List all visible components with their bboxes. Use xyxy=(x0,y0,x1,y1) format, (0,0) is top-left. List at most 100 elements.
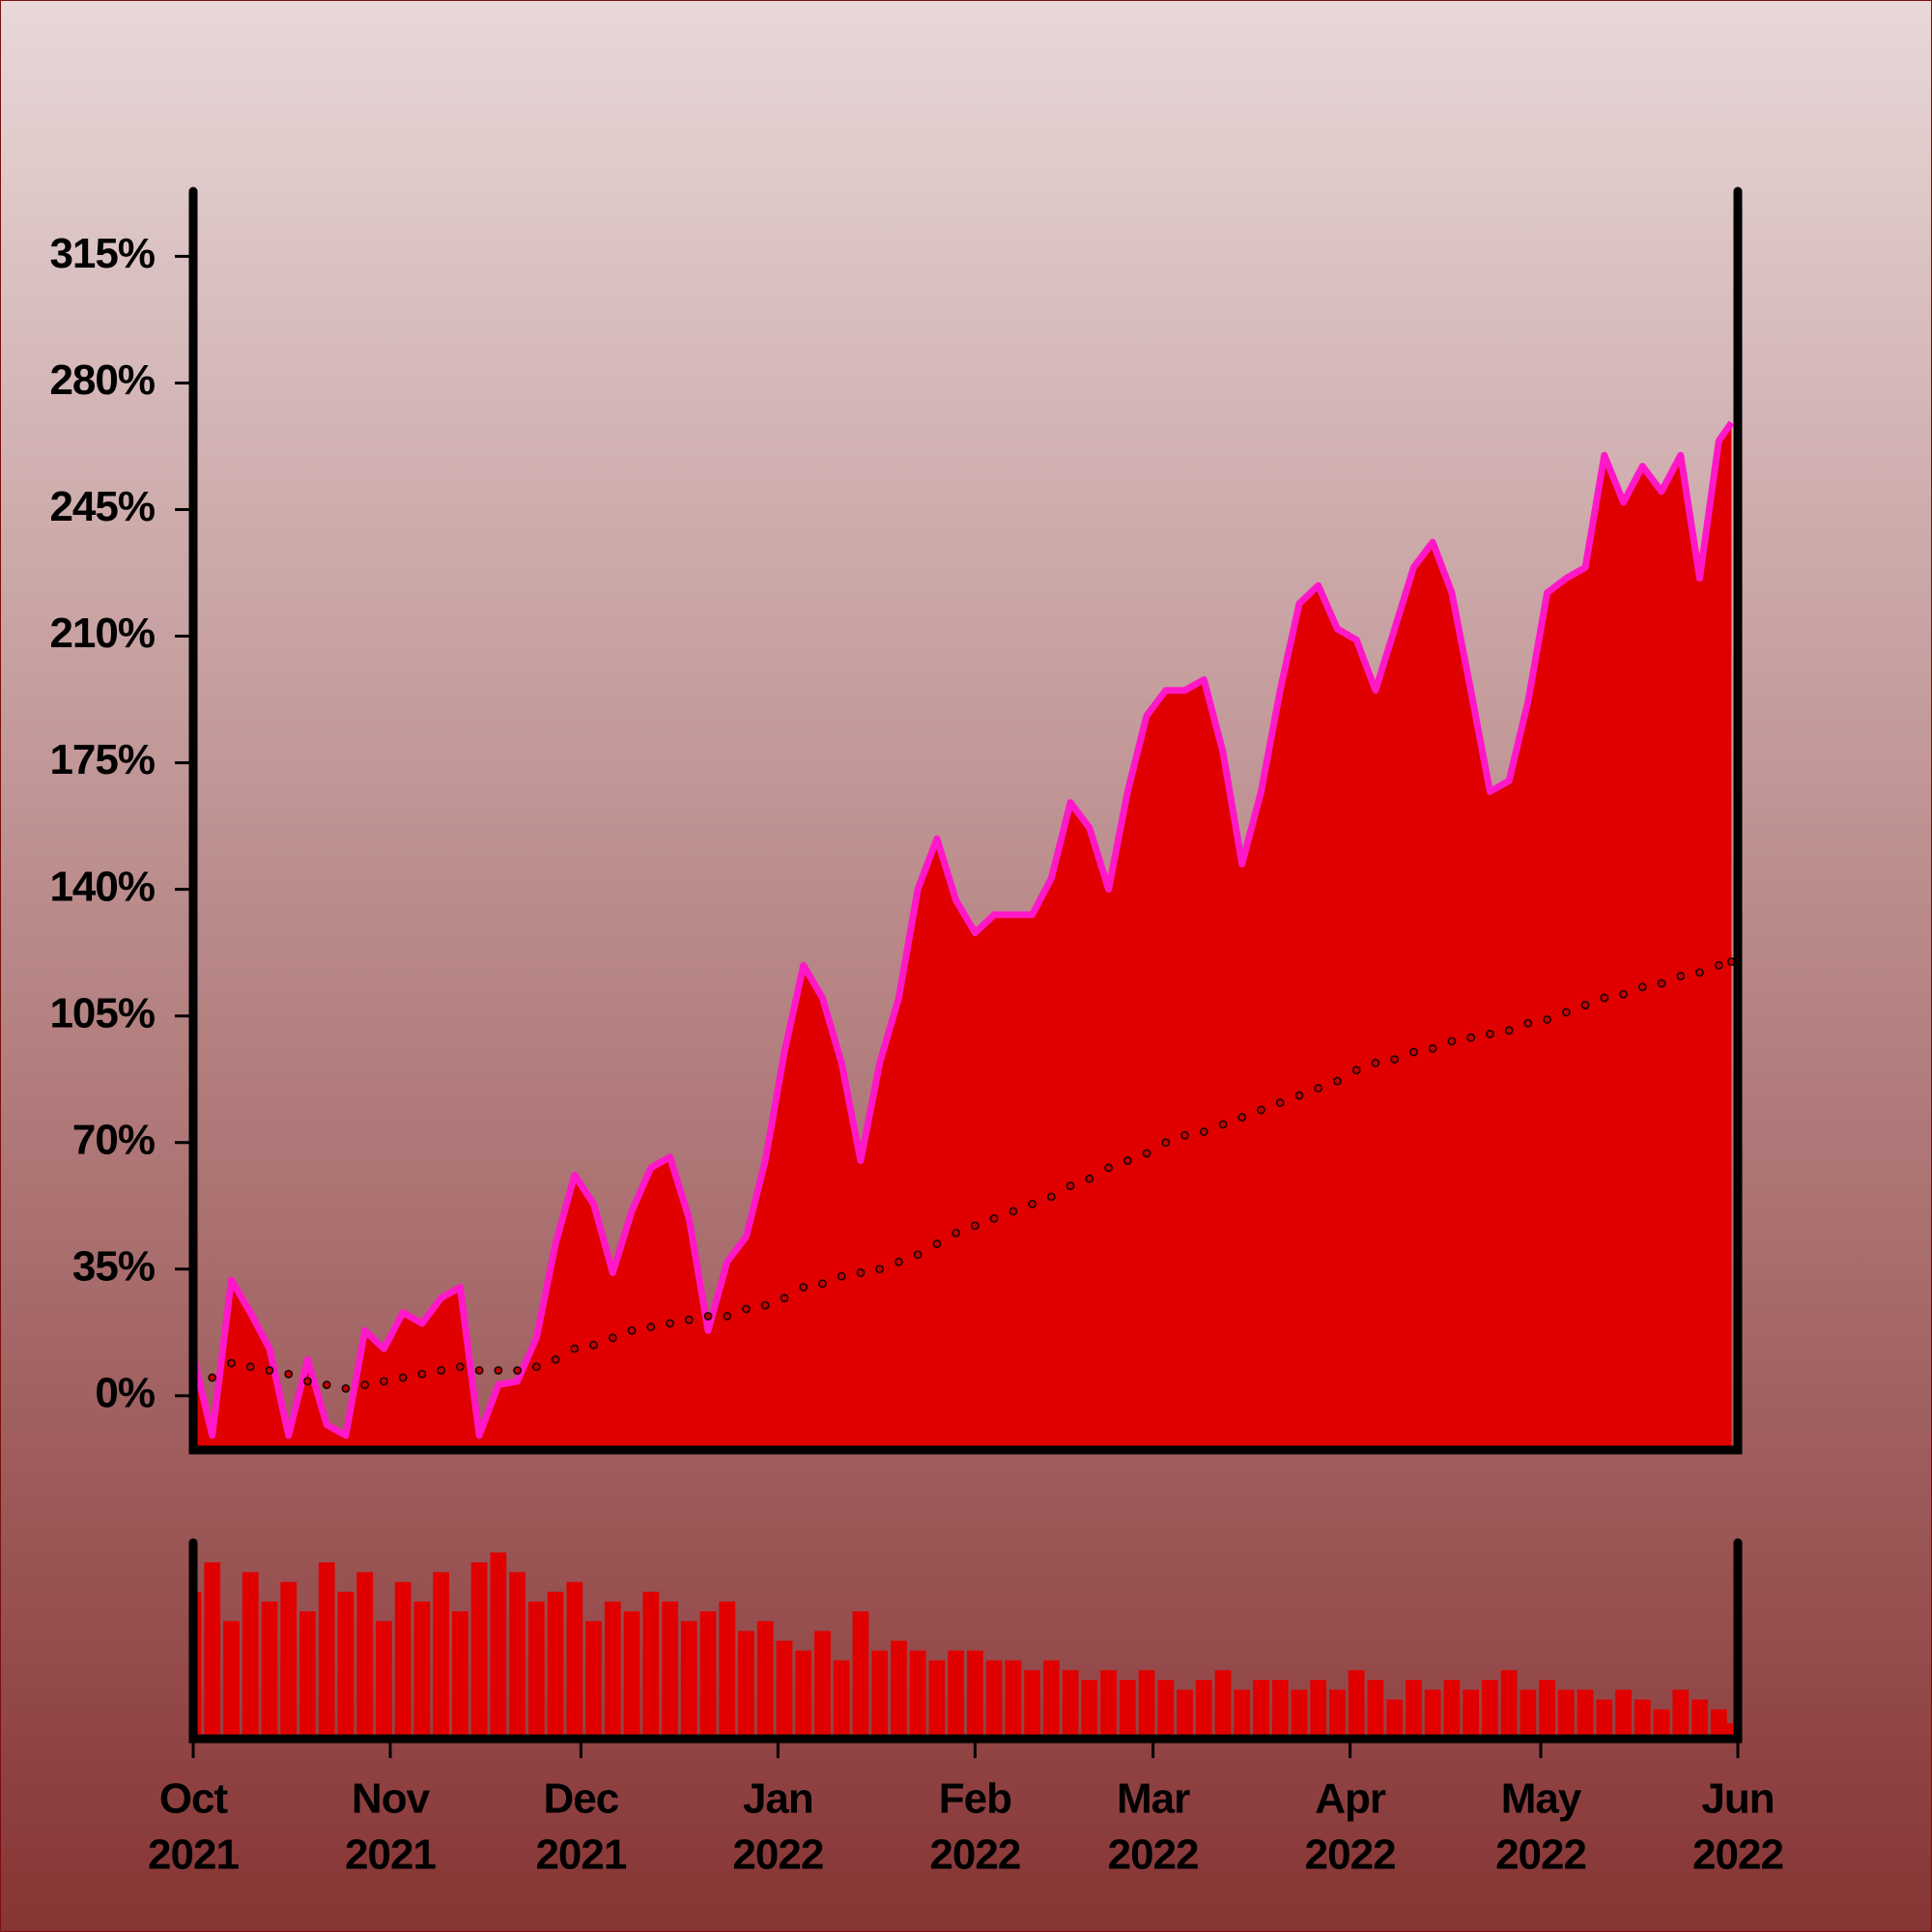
average-marker xyxy=(1637,982,1647,992)
average-marker xyxy=(494,1366,503,1376)
volume-bar xyxy=(623,1611,640,1739)
volume-bar xyxy=(433,1572,450,1739)
volume-bar xyxy=(223,1621,240,1739)
volume-bar xyxy=(1481,1680,1498,1739)
volume-bar xyxy=(662,1601,678,1739)
average-marker xyxy=(531,1362,541,1372)
area-edge xyxy=(193,420,1735,1439)
average-marker xyxy=(1275,1098,1285,1107)
average-marker xyxy=(742,1304,751,1314)
x-tick-label: 2021 xyxy=(345,1832,436,1879)
x-tick-label: 2021 xyxy=(148,1832,239,1879)
y-tick-label: 35% xyxy=(72,1242,155,1290)
average-marker xyxy=(703,1312,713,1321)
volume-bar xyxy=(966,1650,983,1739)
volume-bar xyxy=(738,1631,754,1739)
average-marker xyxy=(1580,1001,1590,1009)
volume-bar xyxy=(852,1611,869,1739)
volume-bar xyxy=(1520,1690,1537,1739)
volume-bar xyxy=(776,1640,793,1739)
average-marker xyxy=(1009,1207,1018,1216)
volume-frame xyxy=(188,1538,1743,1744)
y-tick-label: 140% xyxy=(49,863,155,910)
average-marker xyxy=(1561,1008,1571,1017)
volume-bar xyxy=(1291,1690,1308,1739)
average-marker xyxy=(932,1239,942,1248)
price-frame xyxy=(188,186,1743,1455)
average-marker xyxy=(380,1377,388,1386)
volume-bar xyxy=(280,1581,298,1739)
volume-bar xyxy=(1100,1669,1117,1739)
volume-bar xyxy=(1138,1669,1155,1739)
average-marker xyxy=(513,1366,522,1376)
average-marker xyxy=(417,1369,427,1378)
average-marker xyxy=(1180,1130,1189,1140)
volume-bar xyxy=(1024,1669,1040,1739)
average-marker xyxy=(760,1300,770,1310)
average-marker xyxy=(666,1319,674,1328)
x-tick-label: 2022 xyxy=(732,1832,823,1879)
average-marker xyxy=(1714,960,1723,970)
y-tick-label: 210% xyxy=(49,610,155,657)
average-marker xyxy=(1619,989,1628,999)
average-marker xyxy=(1657,979,1666,988)
average-marker xyxy=(1447,1037,1457,1046)
volume-bar xyxy=(719,1601,736,1739)
y-tick-label: 280% xyxy=(49,356,155,404)
y-tick-label: 105% xyxy=(49,989,155,1037)
volume-bar xyxy=(1500,1669,1518,1739)
average-marker xyxy=(227,1358,236,1368)
average-marker xyxy=(1104,1163,1113,1173)
average-marker xyxy=(303,1377,312,1386)
volume-bar xyxy=(1539,1680,1555,1739)
x-tick-label: Feb xyxy=(939,1776,1011,1823)
volume-bar xyxy=(585,1621,602,1739)
plots: 0% 35% 70% 105% 140% 175% 210% 245% 280% 315% Oct 2… xyxy=(49,230,1783,1879)
volume-bar xyxy=(1710,1709,1727,1739)
volume-bar xyxy=(1214,1669,1232,1739)
average-marker xyxy=(455,1362,465,1372)
volume-bar xyxy=(299,1611,316,1739)
x-tick-label: Dec xyxy=(544,1776,619,1823)
average-marker xyxy=(1351,1065,1361,1075)
average-marker xyxy=(1028,1199,1037,1208)
x-tick-label: 2022 xyxy=(1692,1832,1783,1879)
average-marker xyxy=(208,1373,217,1382)
volume-bar xyxy=(566,1581,583,1739)
average-marker xyxy=(1543,1015,1551,1024)
volume-bar xyxy=(490,1552,507,1739)
volume-bar xyxy=(547,1591,564,1739)
volume-bar xyxy=(1443,1680,1461,1739)
average-marker xyxy=(952,1228,961,1237)
y-tick-label: 245% xyxy=(49,483,155,530)
volume-bar xyxy=(1424,1690,1441,1739)
average-marker xyxy=(684,1315,694,1324)
y-tick-label: 315% xyxy=(49,230,155,277)
average-marker xyxy=(1523,1018,1533,1028)
average-marker xyxy=(989,1213,999,1223)
average-marker xyxy=(837,1271,846,1281)
volume-bar xyxy=(509,1572,526,1739)
volume-bar xyxy=(413,1601,431,1739)
average-marker xyxy=(1390,1055,1400,1065)
average-marker xyxy=(1199,1127,1208,1136)
x-tick-label: 2022 xyxy=(1495,1832,1586,1879)
volume-bar xyxy=(795,1650,812,1739)
volume-bar xyxy=(1367,1680,1384,1739)
average-marker xyxy=(627,1326,637,1335)
volume-bar xyxy=(1253,1680,1269,1739)
volume-bar xyxy=(1195,1680,1212,1739)
x-tick-label: Jan xyxy=(743,1776,813,1823)
price-plot xyxy=(193,420,1736,1450)
average-marker xyxy=(437,1366,446,1376)
volume-bar xyxy=(699,1611,717,1739)
average-marker xyxy=(1085,1174,1094,1183)
average-marker xyxy=(551,1354,560,1364)
x-tick-label: Apr xyxy=(1315,1776,1386,1823)
x-tick-label: Nov xyxy=(352,1776,431,1823)
volume-bar xyxy=(356,1572,374,1739)
volume-bar xyxy=(1119,1680,1136,1739)
average-marker xyxy=(1237,1113,1247,1122)
average-marker xyxy=(589,1341,598,1350)
